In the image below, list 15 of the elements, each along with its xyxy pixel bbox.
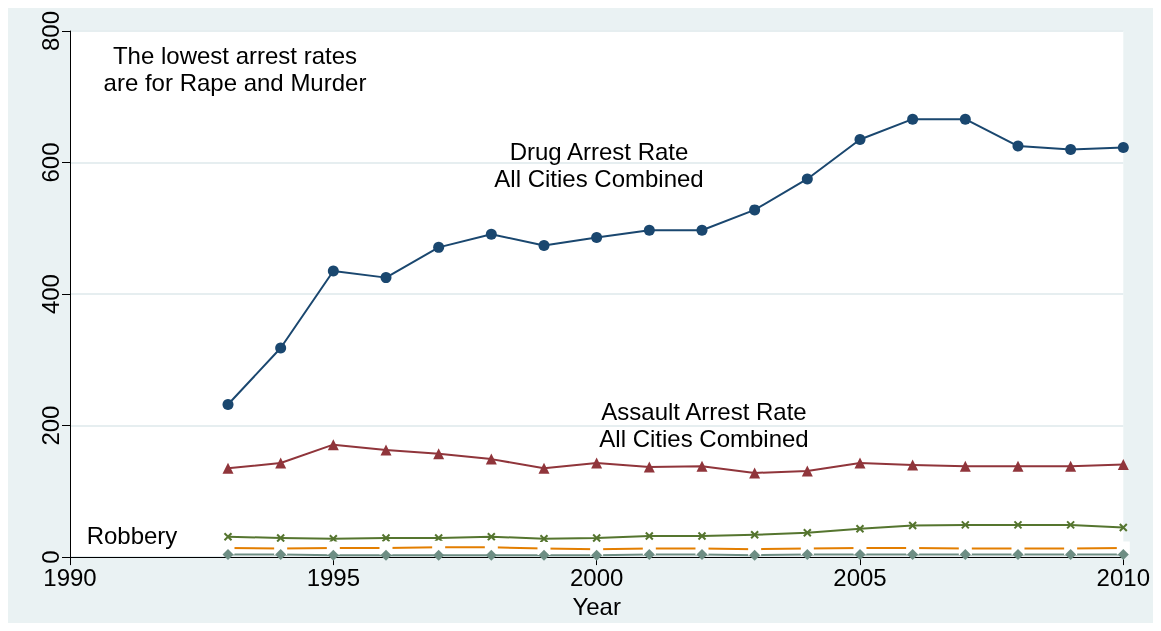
x-tick-label: 1995 <box>306 563 361 591</box>
y-tick-label: 200 <box>36 405 64 446</box>
x-tick-label: 2000 <box>569 563 624 591</box>
annotation: The lowest arrest rates are for Rape and Murder <box>103 42 367 96</box>
x-tick-label: 2010 <box>1096 563 1150 591</box>
annotation: Drug Arrest Rate All Cities Combined <box>494 138 704 192</box>
annotation: Assault Arrest Rate All Cities Combined <box>599 398 809 452</box>
x-axis-title: Year <box>572 592 621 620</box>
y-tick-label: 400 <box>36 274 64 315</box>
x-tick-label: 2005 <box>833 563 887 591</box>
y-tick-label: 600 <box>36 142 64 183</box>
annotation: Robbery <box>86 522 178 549</box>
y-tick-label: 0 <box>36 550 64 564</box>
y-tick-label: 800 <box>36 11 64 52</box>
x-tick-label: 1990 <box>43 563 97 591</box>
